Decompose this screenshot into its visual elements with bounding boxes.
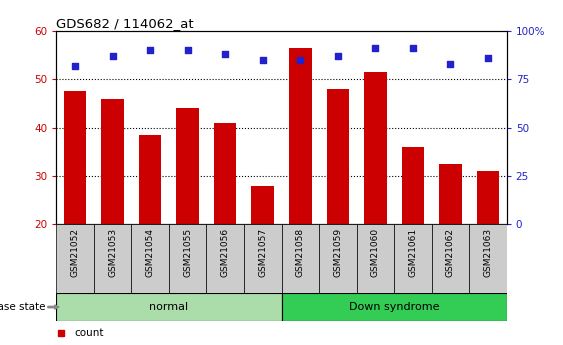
Text: GSM21056: GSM21056 [221, 228, 230, 277]
Bar [94, 224, 131, 293]
Bar [56, 224, 94, 293]
Bar [319, 224, 356, 293]
Text: GSM21062: GSM21062 [446, 228, 455, 277]
Bar [131, 224, 169, 293]
Text: GSM21053: GSM21053 [108, 228, 117, 277]
Bar [282, 224, 319, 293]
Bar [364, 72, 387, 224]
Text: GSM21059: GSM21059 [333, 228, 342, 277]
Point [183, 48, 192, 53]
Text: GSM21052: GSM21052 [70, 228, 79, 277]
Text: disease state: disease state [0, 302, 45, 312]
Text: GSM21060: GSM21060 [371, 228, 380, 277]
Point [484, 55, 493, 61]
Bar [469, 224, 507, 293]
Point [221, 51, 230, 57]
Text: GSM21061: GSM21061 [408, 228, 417, 277]
Text: Down syndrome: Down syndrome [349, 302, 439, 312]
Text: GSM21058: GSM21058 [296, 228, 305, 277]
Point [296, 57, 305, 63]
Bar [327, 89, 349, 224]
Bar [289, 48, 311, 224]
Text: GSM21057: GSM21057 [258, 228, 267, 277]
Bar [394, 224, 432, 293]
Point [70, 63, 79, 69]
Text: GDS682 / 114062_at: GDS682 / 114062_at [56, 17, 194, 30]
Bar [207, 224, 244, 293]
Bar [439, 164, 462, 224]
Point [333, 53, 342, 59]
Bar [176, 108, 199, 224]
Bar [252, 186, 274, 224]
Bar [432, 224, 469, 293]
Point [446, 61, 455, 67]
Bar [64, 91, 86, 224]
Bar [214, 123, 236, 224]
Text: GSM21054: GSM21054 [146, 228, 155, 277]
Point [108, 53, 117, 59]
Bar [139, 135, 162, 224]
Bar [56, 293, 282, 321]
Text: normal: normal [149, 302, 189, 312]
Bar [356, 224, 394, 293]
Point [408, 46, 417, 51]
Point [146, 48, 155, 53]
Bar [169, 224, 207, 293]
Bar [477, 171, 499, 224]
Bar [244, 224, 282, 293]
Point [258, 57, 267, 63]
Text: count: count [74, 328, 104, 338]
Text: GSM21063: GSM21063 [484, 228, 493, 277]
Bar [401, 147, 424, 224]
Text: GSM21055: GSM21055 [183, 228, 192, 277]
Bar [282, 293, 507, 321]
Point [371, 46, 380, 51]
Bar [101, 99, 124, 224]
